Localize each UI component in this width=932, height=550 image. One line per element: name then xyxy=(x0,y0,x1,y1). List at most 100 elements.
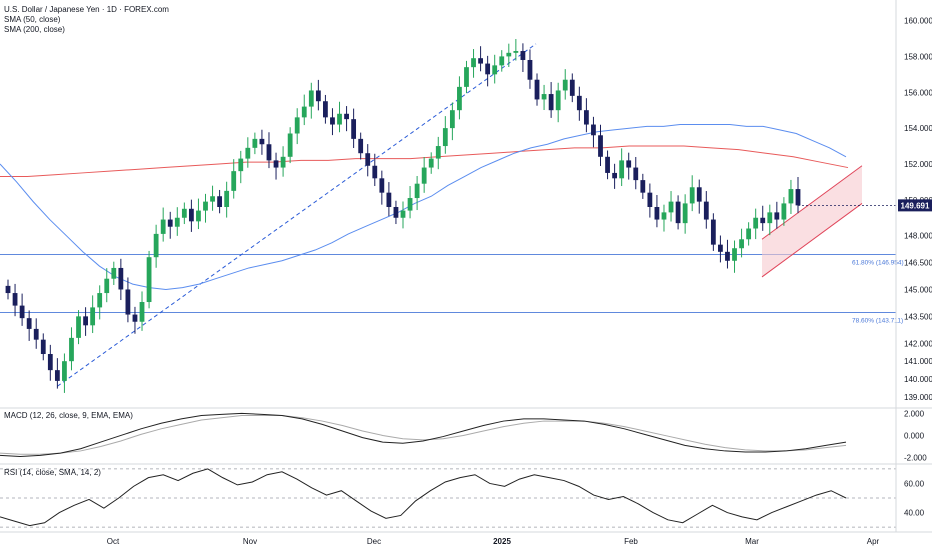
candle-body xyxy=(181,208,187,218)
x-tick-label: Nov xyxy=(243,537,257,546)
candle-body xyxy=(40,339,46,355)
candle-body xyxy=(647,192,653,207)
candle-body xyxy=(146,257,152,303)
candle-body xyxy=(358,138,364,154)
macd-line xyxy=(0,412,847,457)
candle-body xyxy=(471,58,476,68)
price-tick-label: 148.000 xyxy=(904,232,932,241)
candle-body xyxy=(795,189,801,206)
candle-body xyxy=(464,67,469,87)
candle-body xyxy=(492,65,498,75)
candle-body xyxy=(619,160,625,179)
candle-body xyxy=(583,110,589,125)
candle-body xyxy=(576,95,582,111)
rsi-legend: RSI (14, close, SMA, 14, 2) xyxy=(4,468,101,477)
x-tick-label: Oct xyxy=(107,537,120,546)
candle-body xyxy=(386,192,392,207)
price-tick-label: 140.000 xyxy=(904,375,932,384)
rsi-tick-label: 40.00 xyxy=(904,509,925,518)
candle-body xyxy=(718,244,723,252)
candle-body xyxy=(767,212,773,224)
candle-body xyxy=(308,90,314,107)
candle-body xyxy=(210,196,215,202)
candle-body xyxy=(407,198,413,211)
candle-body xyxy=(710,219,716,245)
candle-body xyxy=(323,101,328,118)
price-tick-label: 142.000 xyxy=(904,339,932,348)
candle-body xyxy=(111,267,117,279)
candle-body xyxy=(139,302,145,322)
macd-pane[interactable] xyxy=(0,412,847,457)
candle-body xyxy=(428,158,434,168)
candle-body xyxy=(104,278,110,294)
rsi-pane[interactable] xyxy=(0,468,896,528)
macd-tick-label: 2.000 xyxy=(904,409,925,418)
candle-body xyxy=(739,239,744,249)
candle-body xyxy=(217,196,223,207)
candle-body xyxy=(224,190,230,207)
candle-body xyxy=(442,128,448,147)
price-tick-label: 139.000 xyxy=(904,393,932,402)
candle-body xyxy=(612,172,618,179)
candle-body xyxy=(421,167,427,184)
price-tick-label: 141.000 xyxy=(904,357,932,366)
price-tick-label: 160.000 xyxy=(904,17,932,26)
candle-body xyxy=(661,212,667,220)
candle-body xyxy=(506,52,512,57)
candle-body xyxy=(231,171,237,191)
candle-body xyxy=(449,110,455,129)
x-tick-label: Mar xyxy=(745,537,759,546)
candle-body xyxy=(541,94,547,100)
price-tick-label: 146.500 xyxy=(904,259,932,268)
candle-body xyxy=(118,267,124,290)
candle-body xyxy=(598,135,603,157)
candle-body xyxy=(125,289,131,315)
candle-body xyxy=(569,79,575,96)
candle-body xyxy=(435,146,441,159)
candle-body xyxy=(562,79,568,91)
candle-body xyxy=(457,86,462,111)
candle-body xyxy=(696,187,702,202)
price-tick-label: 143.500 xyxy=(904,312,932,321)
candle-body xyxy=(746,228,752,240)
candle-body xyxy=(188,208,194,222)
candle-body xyxy=(245,147,251,159)
candle-body xyxy=(703,201,709,220)
candle-body xyxy=(760,217,766,224)
candle-body xyxy=(393,207,399,218)
candle-body xyxy=(555,90,561,111)
price-tick-label: 145.000 xyxy=(904,285,932,294)
candle-body xyxy=(196,210,201,222)
chart-title: U.S. Dollar / Japanese Yen · 1D · FOREX.… xyxy=(4,5,169,14)
candle-body xyxy=(5,285,11,294)
candle-body xyxy=(132,314,138,322)
price-tick-label: 156.000 xyxy=(904,88,932,97)
price-pane[interactable]: 61.80% (146.954) 78.60% (143.711) xyxy=(0,39,904,393)
candle-body xyxy=(76,316,81,338)
candle-body xyxy=(287,133,293,157)
rsi-line xyxy=(0,468,847,527)
candle-body xyxy=(351,119,357,139)
sma200-legend: SMA (200, close) xyxy=(4,25,65,34)
price-tick-label: 154.000 xyxy=(904,124,932,133)
candle-body xyxy=(591,124,596,136)
macd-signal-line xyxy=(0,415,847,455)
candle-body xyxy=(365,153,371,166)
candle-body xyxy=(90,307,96,326)
candle-body xyxy=(69,337,74,362)
candle-body xyxy=(294,117,300,134)
candle-body xyxy=(280,156,286,168)
candle-body xyxy=(689,187,695,204)
chart-legend: U.S. Dollar / Japanese Yen · 1D · FOREX.… xyxy=(4,5,169,35)
x-tick-label: 2025 xyxy=(493,537,511,546)
candle-body xyxy=(633,167,639,181)
candle-body xyxy=(682,203,688,224)
sma50-line xyxy=(0,124,847,290)
candle-body xyxy=(527,59,533,80)
candle-body xyxy=(153,233,159,258)
candle-body xyxy=(337,113,342,125)
candle-body xyxy=(414,183,420,199)
candle-body xyxy=(499,56,505,66)
